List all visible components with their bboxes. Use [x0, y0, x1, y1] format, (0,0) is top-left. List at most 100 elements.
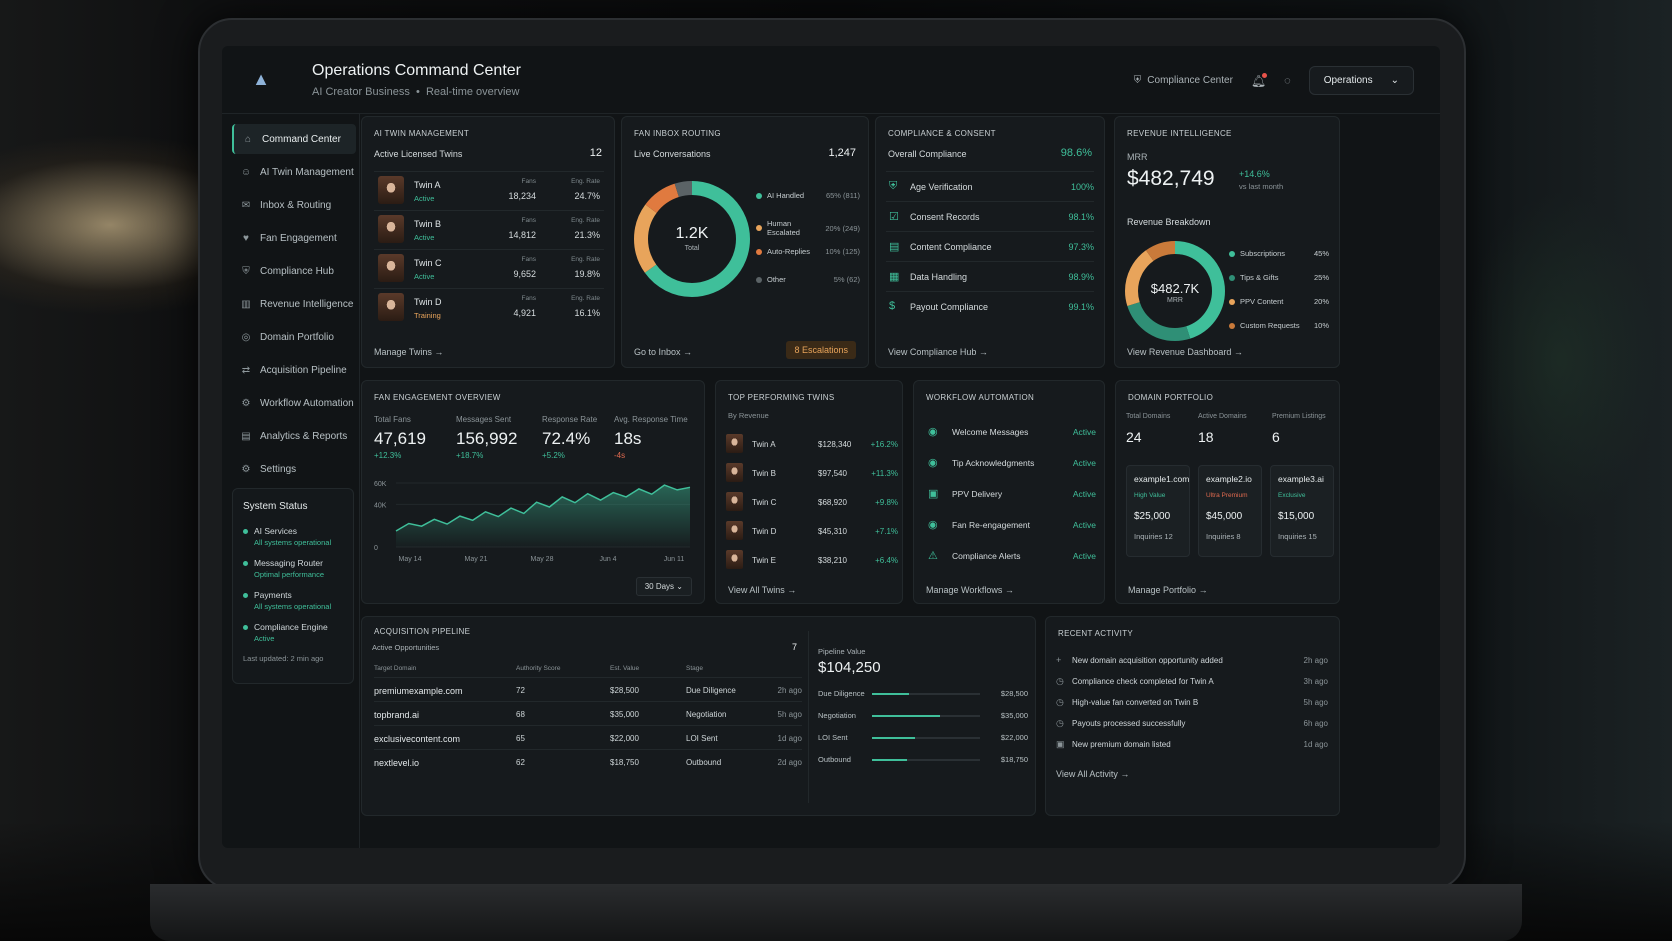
top-twin-row[interactable]: Twin C $68,920 +9.8% [726, 487, 898, 516]
kpi-value: 18s [614, 429, 642, 448]
inbox-legend-item: Other 5% (62) [756, 275, 860, 284]
revenue-breakdown-label: Revenue Breakdown [1127, 217, 1211, 227]
compliance-name: Payout Compliance [910, 302, 989, 312]
activity-item[interactable]: ▣ New premium domain listed 1d ago [1056, 735, 1328, 756]
sidebar-item[interactable]: ✉ Inbox & Routing [232, 190, 356, 220]
x-tick-label: Jun 11 [664, 556, 685, 563]
activity-item[interactable]: ◷ Payouts processed successfully 6h ago [1056, 714, 1328, 735]
view-revenue-dashboard-link[interactable]: View Revenue Dashboard → [1127, 347, 1243, 357]
domain-stat-label: Active Domains [1198, 413, 1247, 420]
workflow-icon: ▣ [928, 488, 939, 500]
compliance-center-link[interactable]: ⛨ Compliance Center [1134, 75, 1233, 86]
workspace-label: Operations [1323, 75, 1373, 86]
table-row[interactable]: exclusivecontent.com 65 $22,000 LOI Sent 1d … [374, 725, 802, 749]
status-state: Optimal performance [254, 570, 325, 579]
twin-row[interactable]: Twin A Active Fans 18,234 Eng. Rate 24.7% [374, 171, 604, 207]
workflow-icon: ⚙ [241, 397, 251, 409]
top-twin-change: +6.4% [875, 556, 898, 565]
sidebar: ⌂ Command Center ☺ AI Twin Management ✉ Inbox… [222, 114, 360, 848]
workflow-row[interactable]: ◉ Fan Re-engagement Active [926, 510, 1096, 540]
top-twin-row[interactable]: Twin E $38,210 +6.4% [726, 545, 898, 574]
activity-text: High-value fan converted on Twin B [1072, 698, 1199, 707]
twin-row[interactable]: Twin D Training Fans 4,921 Eng. Rate 16.1% [374, 288, 604, 324]
sidebar-item[interactable]: ⚙ Settings [232, 454, 356, 484]
kpi-change: +18.7% [456, 451, 484, 460]
eng-rate-label: Eng. Rate [571, 178, 600, 185]
sidebar-item[interactable]: ▥ Revenue Intelligence [232, 289, 356, 319]
status-state: Active [254, 634, 275, 643]
top-twin-row[interactable]: Twin A $128,340 +16.2% [726, 429, 898, 458]
col-stage: Stage [686, 665, 703, 672]
manage-twins-link[interactable]: Manage Twins → [374, 347, 443, 357]
chevron-down-icon: ⌄ [1390, 75, 1399, 86]
compliance-row[interactable]: $ Payout Compliance 99.1% [886, 291, 1094, 321]
compliance-value: 97.3% [1068, 242, 1094, 252]
domain-card[interactable]: example3.ai Exclusive $15,000 Inquiries 15 [1270, 465, 1334, 557]
compliance-name: Age Verification [910, 182, 973, 192]
revenue-legend-item: Custom Requests 10% [1229, 321, 1329, 330]
view-all-activity-link[interactable]: View All Activity → [1056, 769, 1129, 779]
escalations-badge[interactable]: 8 Escalations [786, 341, 856, 359]
table-row[interactable]: topbrand.ai 68 $35,000 Negotiation 5h ago [374, 701, 802, 725]
top-twin-change: +9.8% [875, 498, 898, 507]
activity-item[interactable]: ◷ Compliance check completed for Twin A 3h… [1056, 672, 1328, 693]
workflow-row[interactable]: ◉ Welcome Messages Active [926, 417, 1096, 447]
workflow-row[interactable]: ◉ Tip Acknowledgments Active [926, 448, 1096, 478]
workflow-row[interactable]: ▣ PPV Delivery Active [926, 479, 1096, 509]
top-twin-row[interactable]: Twin D $45,310 +7.1% [726, 516, 898, 545]
target-domain: exclusivecontent.com [374, 734, 461, 744]
domain-card[interactable]: example2.io Ultra Premium $45,000 Inquiries… [1198, 465, 1262, 557]
compliance-row[interactable]: ▤ Content Compliance 97.3% [886, 231, 1094, 261]
stage: Negotiation [686, 710, 727, 719]
compliance-row[interactable]: ⛨ Age Verification 100% [886, 171, 1094, 201]
manage-portfolio-link[interactable]: Manage Portfolio → [1128, 585, 1208, 595]
view-all-activity-label: View All Activity [1056, 769, 1118, 779]
fan-inbox-title: FAN INBOX ROUTING [634, 129, 721, 138]
twin-state: Training [414, 311, 441, 320]
sidebar-item[interactable]: ▤ Analytics & Reports [232, 421, 356, 451]
business-name: AI Creator Business [312, 86, 410, 98]
compliance-row[interactable]: ▦ Data Handling 98.9% [886, 261, 1094, 291]
divider [808, 631, 809, 803]
legend-label: Human Escalated [767, 219, 800, 237]
inbox-legend-item: Auto-Replies 10% (125) [756, 247, 860, 256]
view-compliance-hub-link[interactable]: View Compliance Hub → [888, 347, 988, 357]
app-logo-icon[interactable]: ▲ [252, 69, 270, 89]
sidebar-item[interactable]: ⌂ Command Center [232, 124, 356, 154]
workflow-row[interactable]: ⚠ Compliance Alerts Active [926, 541, 1096, 571]
manage-workflows-link[interactable]: Manage Workflows → [926, 585, 1014, 595]
plus-icon: + [1056, 655, 1062, 665]
fan-engagement-card: FAN ENGAGEMENT OVERVIEW Total Fans 47,619… [361, 380, 705, 604]
view-all-twins-link[interactable]: View All Twins → [728, 585, 796, 595]
sidebar-item[interactable]: ◎ Domain Portfolio [232, 322, 356, 352]
workspace-dropdown[interactable]: Operations ⌄ [1308, 66, 1414, 95]
legend-dot [1229, 250, 1235, 257]
pipeline-stage-fill [872, 759, 907, 761]
sidebar-item[interactable]: ⇄ Acquisition Pipeline [232, 355, 356, 385]
sidebar-item[interactable]: ♥ Fan Engagement [232, 223, 356, 253]
target-domain: nextlevel.io [374, 758, 420, 768]
top-twin-change: +16.2% [870, 440, 898, 449]
settings-circle-icon[interactable]: ◌ [1284, 74, 1291, 87]
compliance-row[interactable]: ☑ Consent Records 98.1% [886, 201, 1094, 231]
range-dropdown[interactable]: 30 Days ⌄ [635, 577, 692, 596]
compliance-card: COMPLIANCE & CONSENT Overall Compliance … [875, 116, 1105, 368]
table-row[interactable]: nextlevel.io 62 $18,750 Outbound 2d ago [374, 749, 802, 773]
bell-icon[interactable]: 🔔︎ [1250, 72, 1268, 88]
table-row[interactable]: premiumexample.com 72 $28,500 Due Diligence… [374, 677, 802, 701]
domain-tag: Ultra Premium [1206, 492, 1248, 499]
sidebar-item[interactable]: ☺ AI Twin Management [232, 157, 356, 187]
y-tick-label: 40K [374, 502, 387, 509]
domain-card[interactable]: example1.com High Value $25,000 Inquiries 1… [1126, 465, 1190, 557]
pipeline-stage-bar [872, 715, 980, 717]
compliance-name: Content Compliance [910, 242, 992, 252]
sidebar-item[interactable]: ⚙ Workflow Automation [232, 388, 356, 418]
activity-item[interactable]: ◷ High-value fan converted on Twin B 5h ag… [1056, 693, 1328, 714]
twin-row[interactable]: Twin B Active Fans 14,812 Eng. Rate 21.3% [374, 210, 604, 246]
go-to-inbox-link[interactable]: Go to Inbox → [634, 347, 692, 357]
top-twin-row[interactable]: Twin B $97,540 +11.3% [726, 458, 898, 487]
activity-item[interactable]: + New domain acquisition opportunity adde… [1056, 651, 1328, 672]
twin-row[interactable]: Twin C Active Fans 9,652 Eng. Rate 19.8% [374, 249, 604, 285]
sidebar-item[interactable]: ⛨ Compliance Hub [232, 256, 356, 286]
avatar [726, 521, 743, 540]
